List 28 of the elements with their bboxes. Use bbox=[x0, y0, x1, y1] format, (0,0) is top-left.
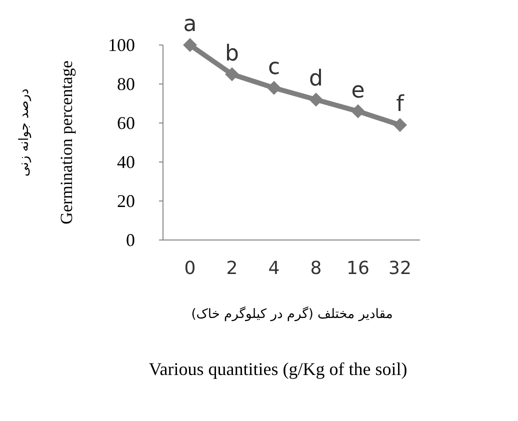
point bbox=[183, 38, 197, 52]
x-tick-label: 2 bbox=[226, 258, 238, 279]
x-tick-label: 0 bbox=[184, 258, 196, 279]
text: درصد جوانه زنی bbox=[17, 88, 32, 176]
y-tick-label: 100 bbox=[108, 35, 135, 55]
point bbox=[309, 92, 323, 107]
y-tick-label: 80 bbox=[117, 74, 135, 94]
y-tick-label: 60 bbox=[117, 113, 135, 133]
x-axis-title: مقادیر مختلف (گرم در کیلوگرم خاک) bbox=[191, 306, 393, 322]
data-label: a bbox=[183, 12, 197, 37]
y-tick-label: 20 bbox=[117, 191, 135, 211]
point bbox=[225, 67, 239, 82]
y-tick-label: 0 bbox=[126, 230, 135, 250]
point bbox=[267, 80, 281, 95]
x-tick-label: 8 bbox=[310, 258, 322, 279]
text: Various quantities (g/Kg of the soil) bbox=[148, 359, 408, 379]
x-tick-label: 16 bbox=[346, 258, 370, 279]
data-label: e bbox=[351, 78, 365, 104]
data-label: b bbox=[225, 41, 239, 66]
y-tick-label: 40 bbox=[117, 152, 135, 172]
x-tick-label: 32 bbox=[388, 258, 412, 279]
data-label: f bbox=[396, 92, 406, 117]
data-label: c bbox=[268, 54, 280, 80]
point bbox=[393, 118, 407, 132]
point bbox=[351, 104, 365, 118]
data-label: d bbox=[309, 66, 323, 92]
x-tick-label: 4 bbox=[268, 258, 280, 279]
y-axis-title: Germination percentage bbox=[57, 60, 76, 224]
